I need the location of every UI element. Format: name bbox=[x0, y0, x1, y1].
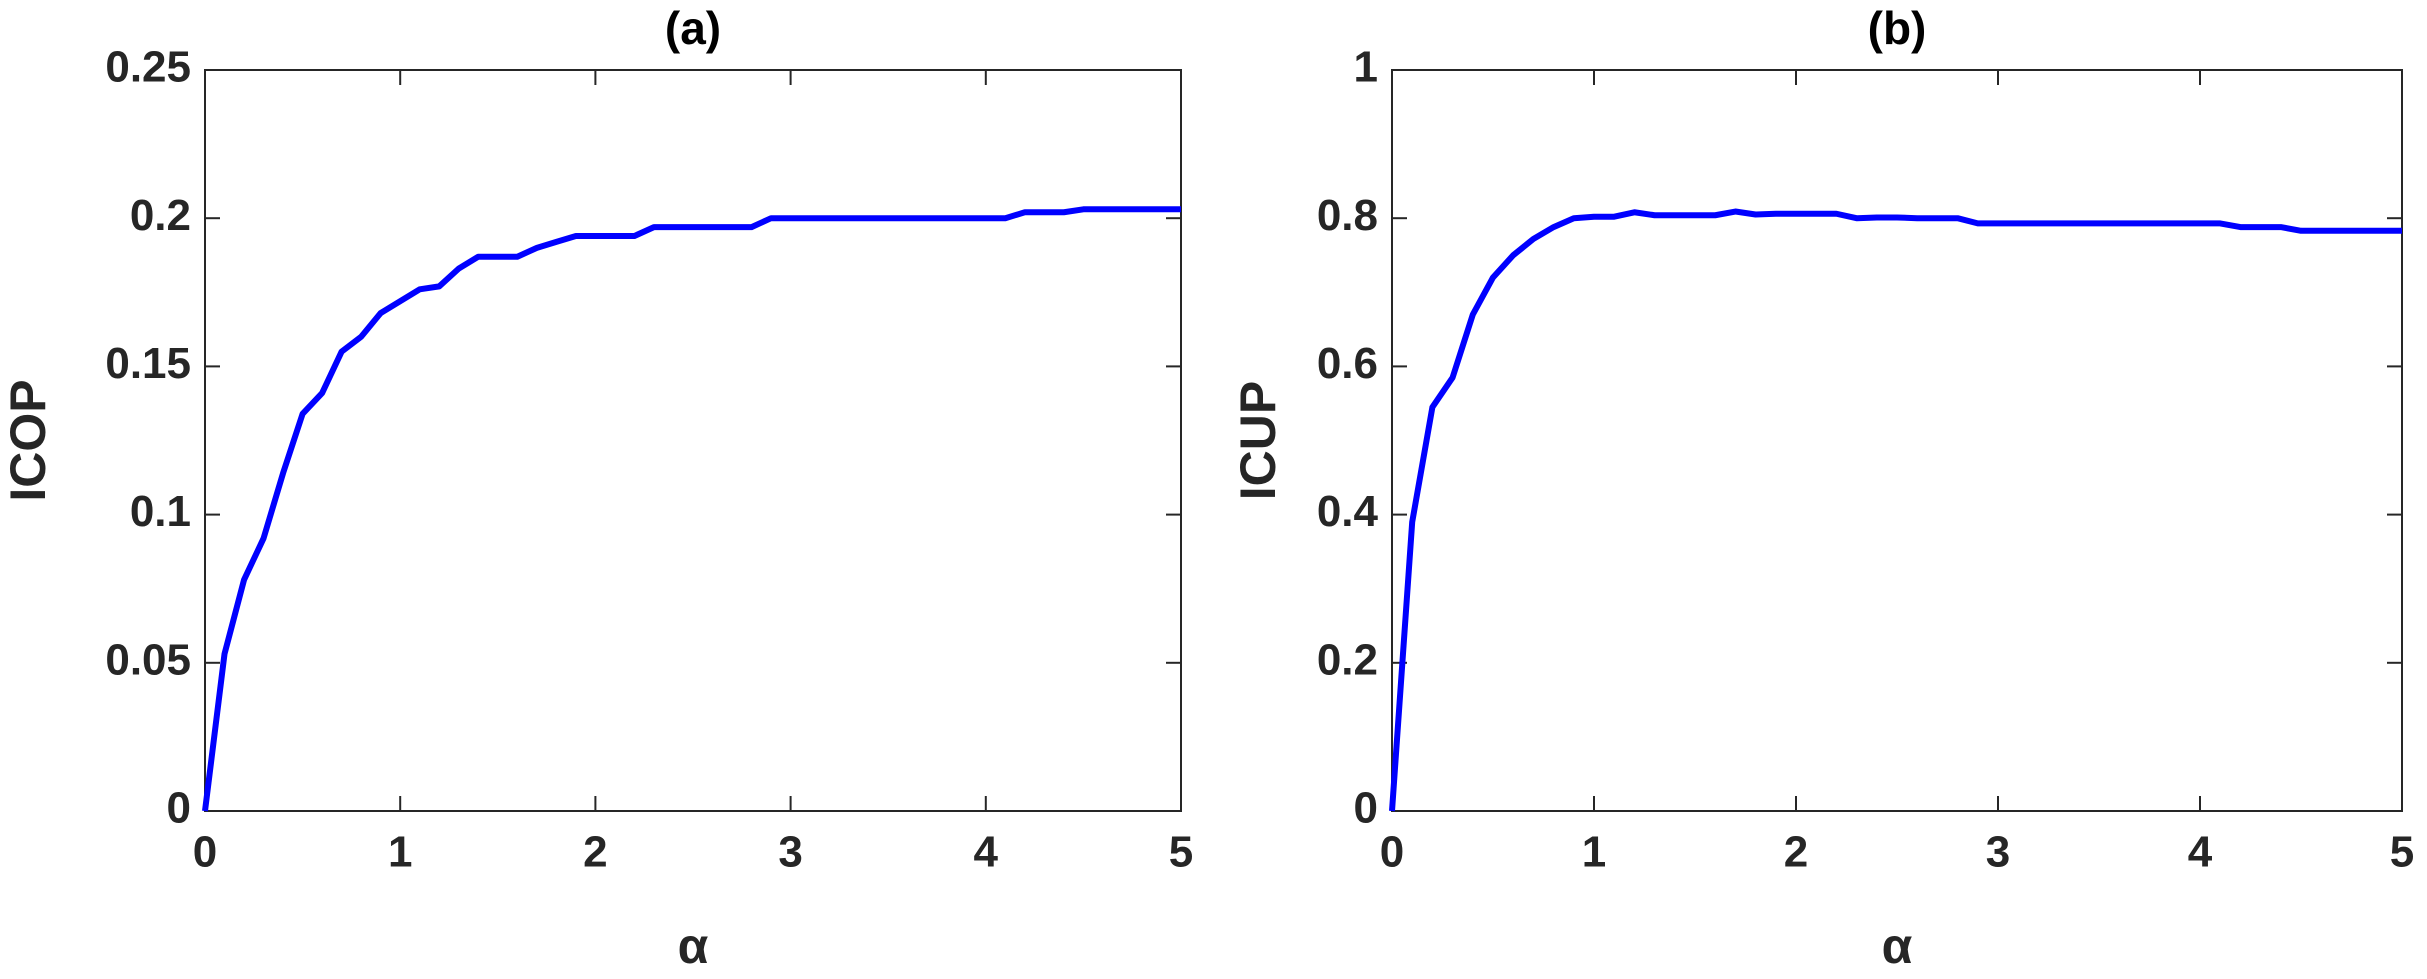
chart-title: (b) bbox=[1868, 2, 1927, 54]
data-line bbox=[202, 206, 1181, 812]
x-axis-label: α bbox=[678, 918, 709, 974]
x-tick-label: 2 bbox=[1784, 828, 1808, 877]
y-axis-label: ICUP bbox=[1230, 381, 1286, 500]
y-tick-label: 0 bbox=[167, 784, 191, 833]
y-tick-label: 0.25 bbox=[105, 43, 191, 92]
x-tick-label: 0 bbox=[193, 828, 217, 877]
x-tick-label: 3 bbox=[778, 828, 802, 877]
y-tick-label: 0.1 bbox=[130, 487, 191, 536]
y-tick-label: 0.05 bbox=[105, 635, 191, 684]
x-axis-label: α bbox=[1882, 918, 1913, 974]
plot-area bbox=[204, 69, 1182, 812]
data-line bbox=[1389, 208, 2402, 812]
x-tick-label: 0 bbox=[1380, 828, 1404, 877]
chart-panel: 0 0.2 0.4 0.6 0.8 1 0 1 2 3 4 5 (b) α ICUP bbox=[1230, 2, 2414, 974]
x-tick-label: 2 bbox=[583, 828, 607, 877]
chart-panel: 0 0.05 0.1 0.15 0.2 0.25 0 1 2 3 4 5 (a) α ICOP bbox=[0, 2, 1193, 974]
x-tick-label: 1 bbox=[1582, 828, 1606, 877]
y-tick-label: 0.2 bbox=[130, 191, 191, 240]
x-tick-label: 5 bbox=[2390, 828, 2414, 877]
y-tick-label: 0.8 bbox=[1317, 191, 1378, 240]
y-tick-label: 0.4 bbox=[1317, 487, 1379, 536]
x-tick-label: 1 bbox=[388, 828, 412, 877]
y-tick-label: 0 bbox=[1354, 784, 1378, 833]
x-tick-label: 5 bbox=[1169, 828, 1193, 877]
chart-title: (a) bbox=[665, 2, 721, 54]
x-tick-label: 4 bbox=[2188, 828, 2213, 877]
x-tick-label: 3 bbox=[1986, 828, 2010, 877]
y-tick-label: 1 bbox=[1354, 43, 1378, 92]
y-tick-label: 0.2 bbox=[1317, 635, 1378, 684]
y-tick-label: 0.6 bbox=[1317, 339, 1378, 388]
plot-area bbox=[1391, 69, 2403, 812]
x-tick-label: 4 bbox=[974, 828, 999, 877]
y-tick-label: 0.15 bbox=[105, 339, 191, 388]
y-axis-label: ICOP bbox=[0, 379, 56, 501]
